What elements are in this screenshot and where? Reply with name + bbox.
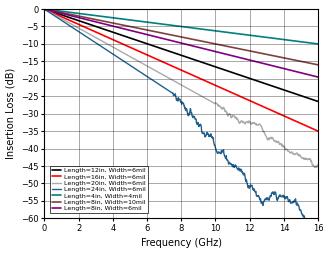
Length=24in, Width=6mil [42, 8, 46, 11]
Length=24in, Width=6mil [209, 134, 213, 137]
Length=8in, Width=6mil [278, 66, 282, 69]
Length=8in, Width=10mil [316, 63, 320, 66]
Length=8in, Width=10mil [59, 11, 63, 14]
Length=4in, Width=4mil [209, 29, 213, 32]
Length=8in, Width=10mil [217, 43, 221, 46]
Length=20in, Width=6mil [250, 122, 254, 125]
Length=4in, Width=4mil [201, 28, 205, 31]
Length=20in, Width=6mil [278, 143, 282, 146]
Length=8in, Width=6mil [42, 8, 46, 11]
Length=4in, Width=4mil [250, 34, 254, 37]
Length=8in, Width=6mil [250, 59, 254, 62]
Length=20in, Width=6mil [201, 96, 205, 99]
Length=8in, Width=6mil [201, 47, 205, 50]
Line: Length=4in, Width=4mil: Length=4in, Width=4mil [44, 9, 318, 44]
Length=16in, Width=6mil [209, 82, 213, 85]
Length=4in, Width=4mil [59, 10, 63, 13]
Length=16in, Width=6mil [201, 78, 205, 82]
Line: Length=20in, Width=6mil: Length=20in, Width=6mil [44, 9, 318, 167]
Length=24in, Width=6mil [316, 227, 320, 230]
Length=4in, Width=4mil [278, 38, 282, 41]
Length=8in, Width=6mil [217, 51, 221, 54]
Length=8in, Width=10mil [42, 8, 46, 11]
Y-axis label: Insertion Loss (dB): Insertion Loss (dB) [6, 68, 15, 159]
Length=20in, Width=6mil [209, 100, 213, 103]
Length=20in, Width=6mil [315, 166, 318, 169]
Length=4in, Width=4mil [42, 8, 46, 11]
Length=20in, Width=6mil [42, 8, 46, 11]
Length=24in, Width=6mil [201, 132, 205, 135]
Length=8in, Width=10mil [201, 40, 205, 43]
Length=4in, Width=4mil [217, 30, 221, 33]
Line: Length=8in, Width=10mil: Length=8in, Width=10mil [44, 9, 318, 65]
Legend: Length=12in, Width=6mil, Length=16in, Width=6mil, Length=20in, Width=6mil, Lengt: Length=12in, Width=6mil, Length=16in, Wi… [50, 166, 147, 213]
Length=8in, Width=10mil [209, 41, 213, 44]
Length=20in, Width=6mil [217, 104, 221, 107]
Length=12in, Width=6mil [250, 78, 254, 81]
Line: Length=12in, Width=6mil: Length=12in, Width=6mil [44, 9, 318, 102]
Length=20in, Width=6mil [316, 164, 320, 167]
Length=12in, Width=6mil [278, 87, 282, 90]
Length=16in, Width=6mil [42, 8, 46, 11]
Length=16in, Width=6mil [316, 130, 320, 133]
Length=12in, Width=6mil [217, 66, 221, 69]
Line: Length=8in, Width=6mil: Length=8in, Width=6mil [44, 9, 318, 77]
Length=16in, Width=6mil [59, 15, 63, 18]
Line: Length=16in, Width=6mil: Length=16in, Width=6mil [44, 9, 318, 131]
Length=4in, Width=4mil [316, 42, 320, 45]
Length=12in, Width=6mil [201, 61, 205, 64]
Length=24in, Width=6mil [217, 150, 221, 153]
Length=24in, Width=6mil [316, 228, 320, 231]
Line: Length=24in, Width=6mil: Length=24in, Width=6mil [44, 9, 318, 230]
Length=8in, Width=10mil [278, 56, 282, 59]
Length=12in, Width=6mil [42, 8, 46, 11]
Length=12in, Width=6mil [59, 13, 63, 16]
Length=24in, Width=6mil [278, 193, 282, 196]
Length=20in, Width=6mil [59, 17, 63, 20]
Length=8in, Width=6mil [59, 12, 63, 15]
Length=16in, Width=6mil [278, 113, 282, 116]
Length=12in, Width=6mil [316, 100, 320, 103]
Length=24in, Width=6mil [250, 184, 254, 187]
Length=8in, Width=6mil [209, 49, 213, 52]
Length=16in, Width=6mil [217, 85, 221, 88]
Length=12in, Width=6mil [209, 64, 213, 67]
X-axis label: Frequency (GHz): Frequency (GHz) [141, 239, 222, 248]
Length=8in, Width=6mil [316, 75, 320, 78]
Length=16in, Width=6mil [250, 100, 254, 103]
Length=24in, Width=6mil [59, 19, 63, 22]
Length=8in, Width=10mil [250, 50, 254, 53]
